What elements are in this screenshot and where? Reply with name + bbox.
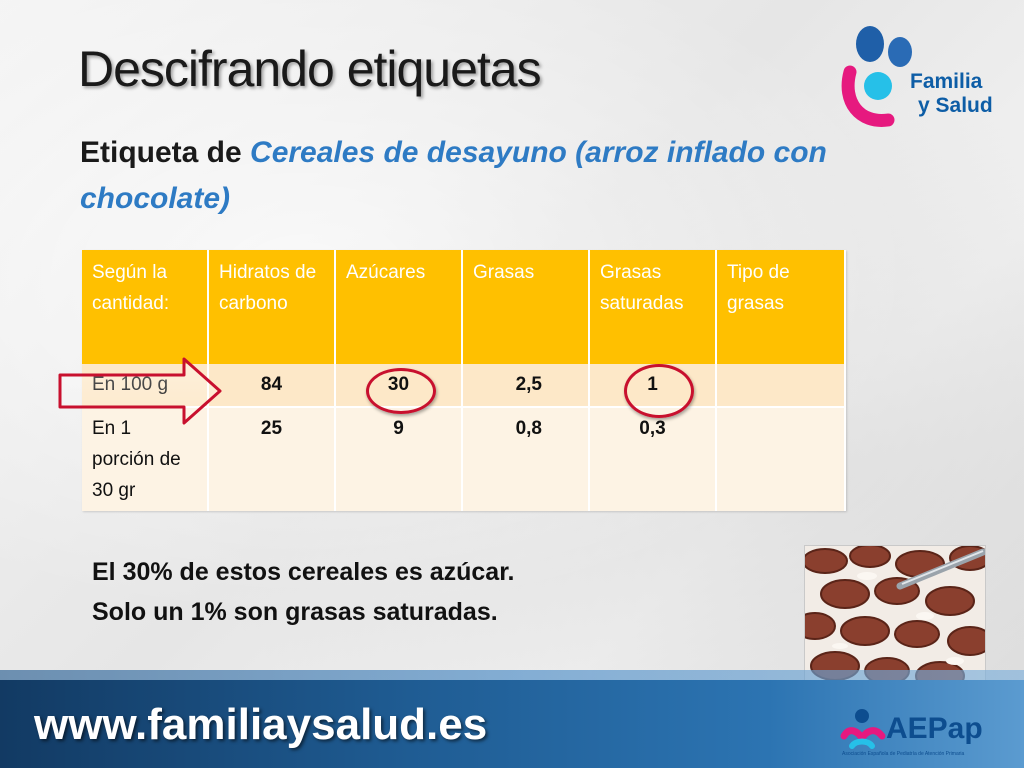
website-link[interactable]: www.familiaysalud.es (34, 700, 488, 749)
header-hidratos: Hidratos de carbono (208, 250, 336, 364)
slide-title: Descifrando etiquetas (78, 41, 542, 97)
aepap-figure-icon (840, 709, 886, 749)
header-grasas: Grasas (462, 250, 590, 364)
note-line2: Solo un 1% son grasas saturadas. (92, 598, 498, 626)
cell-grasas-saturadas: 0,3 (589, 407, 717, 511)
table-header-row: Según la cantidad: Hidratos de carbono A… (82, 250, 846, 364)
logo-line1: Familia (910, 70, 983, 93)
summary-note: El 30% de estos cereales es azúcar. Solo… (92, 552, 515, 632)
aepap-logo-text: AEPap (886, 712, 983, 745)
nutrition-table: Según la cantidad: Hidratos de carbono A… (82, 250, 846, 511)
subtitle-highlight: Cereales de desayuno (arroz inflado con … (80, 136, 827, 215)
header-tipo-grasas: Tipo de grasas (716, 250, 846, 364)
highlight-circle-grasas-saturadas (624, 364, 694, 418)
cell-hidratos: 84 (208, 364, 336, 408)
familia-y-salud-logo[interactable]: Familia y Salud (840, 22, 1015, 132)
table-row: En 1 porción de 30 gr 25 9 0,8 0,3 (82, 407, 846, 511)
cell-hidratos: 25 (208, 407, 336, 511)
aepap-logo-subtitle: Asociación Española de Pediatría de Aten… (842, 751, 965, 757)
cell-tipo-grasas (716, 407, 846, 511)
cell-grasas: 0,8 (462, 407, 590, 511)
highlight-circle-azucares (366, 368, 436, 414)
aepap-logo[interactable]: AEPap Asociación Española de Pediatría d… (838, 704, 1018, 764)
logo-line2: y Salud (918, 94, 993, 117)
header-cantidad: Según la cantidad: (82, 250, 209, 364)
header-grasas-saturadas: Grasas saturadas (589, 250, 717, 364)
family-figures-icon (841, 26, 912, 127)
subtitle-prefix: Etiqueta de (80, 136, 251, 169)
pointer-arrow-icon (58, 357, 222, 425)
cell-grasas: 2,5 (462, 364, 590, 408)
note-line1: El 30% de estos cereales es azúcar. (92, 558, 515, 586)
header-azucares: Azúcares (335, 250, 463, 364)
footer-bar (0, 670, 1024, 768)
cell-tipo-grasas (716, 364, 846, 408)
row-label: En 1 porción de 30 gr (82, 407, 209, 511)
slide-subtitle: Etiqueta de Cereales de desayuno (arroz … (80, 130, 960, 222)
cell-azucares: 9 (335, 407, 463, 511)
